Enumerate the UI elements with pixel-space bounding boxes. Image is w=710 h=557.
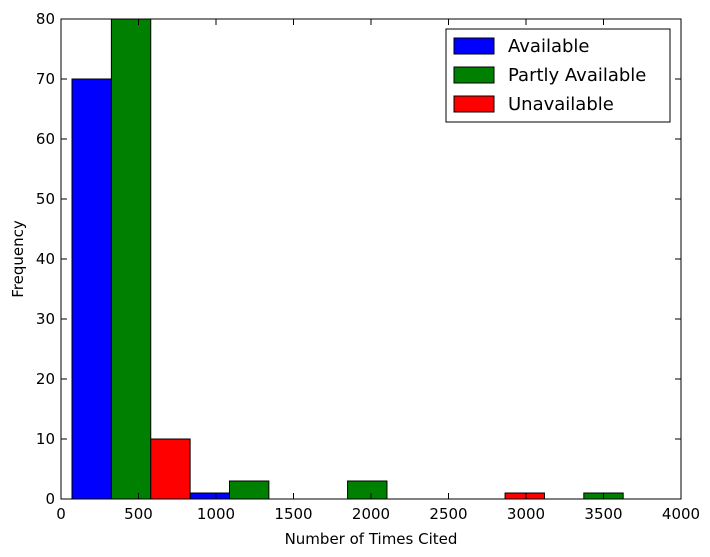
legend-swatch <box>453 37 495 55</box>
y-tick-label: 30 <box>36 310 55 328</box>
y-tick-label: 20 <box>36 370 55 388</box>
x-tick-label: 1000 <box>197 505 235 523</box>
x-tick-label: 0 <box>56 505 66 523</box>
x-tick-label: 2000 <box>352 505 390 523</box>
bar-unavailable-0 <box>150 438 191 500</box>
legend-swatch <box>453 66 495 84</box>
y-tick-label: 0 <box>45 490 55 508</box>
x-tick-label: 4000 <box>662 505 700 523</box>
y-tick-label: 70 <box>36 70 55 88</box>
axis-ticks: 0 500 1000 1500 2000 2500 3000 3500 4000 0 10 20 30 4… <box>36 10 700 523</box>
legend-label: Available <box>508 36 589 57</box>
x-tick-label: 2500 <box>429 505 467 523</box>
x-tick-label: 3000 <box>507 505 545 523</box>
bar-unavailable-3 <box>504 492 545 500</box>
bar-available-0 <box>71 78 112 500</box>
legend: Available Partly Available Unavailable <box>445 28 671 123</box>
y-tick-label: 80 <box>36 10 55 28</box>
bar-partly-available-1 <box>228 480 270 500</box>
x-axis-title: Number of Times Cited <box>285 530 458 548</box>
x-tick-label: 1500 <box>274 505 312 523</box>
legend-label: Unavailable <box>508 94 614 115</box>
legend-swatch <box>453 95 495 113</box>
x-tick-label: 500 <box>124 505 153 523</box>
bar-partly-available-2 <box>347 480 388 500</box>
y-tick-label: 10 <box>36 430 55 448</box>
y-tick-label: 40 <box>36 250 55 268</box>
x-tick-label: 3500 <box>584 505 622 523</box>
y-tick-label: 60 <box>36 130 55 148</box>
legend-label: Partly Available <box>508 65 646 86</box>
bars-layer <box>71 18 624 500</box>
y-tick-label: 50 <box>36 190 55 208</box>
bar-available-1 <box>189 492 230 500</box>
y-axis-title: Frequency <box>9 220 27 298</box>
bar-partly-available-0 <box>110 18 152 500</box>
